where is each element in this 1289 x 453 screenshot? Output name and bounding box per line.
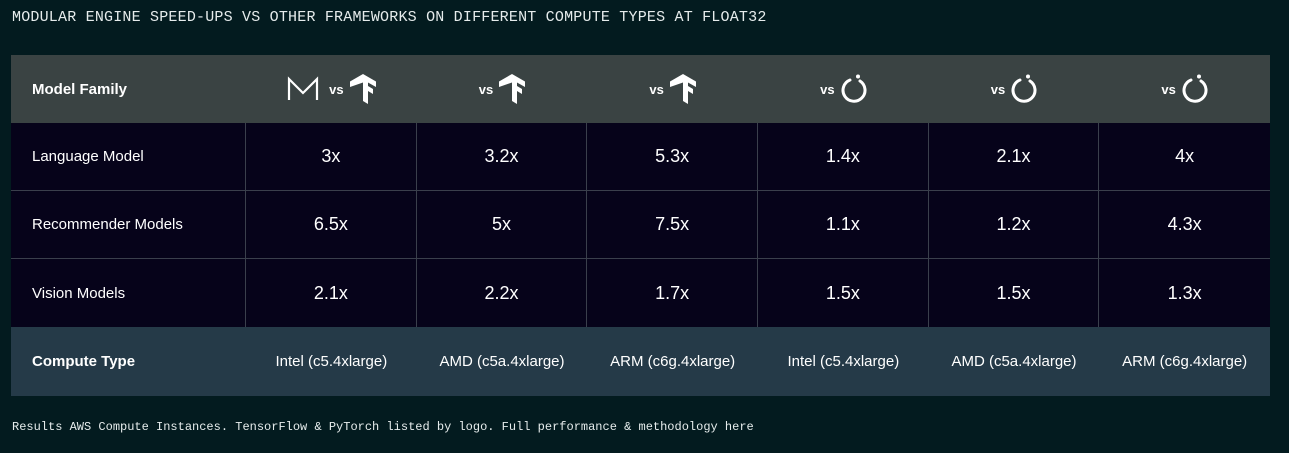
vs-label: vs [329, 81, 344, 97]
tensorflow-icon [349, 74, 376, 104]
footer-compute-type: Compute Type [11, 327, 246, 396]
compute-type-cell: ARM (c6g.4xlarge) [1099, 327, 1270, 396]
table-cell: 4x [1099, 123, 1270, 191]
table-cell: 2.2x [416, 259, 588, 327]
compute-type-cell: AMD (c5a.4xlarge) [416, 327, 588, 396]
header-model-family: Model Family [11, 55, 246, 123]
table-cell: 3.2x [416, 123, 588, 191]
header-col-5: vs [928, 55, 1100, 123]
header-col-1: vs [246, 55, 417, 123]
table-cell: 6.5x [246, 191, 417, 259]
table-cell: 1.1x [758, 191, 929, 259]
table-cell: 4.3x [1099, 191, 1270, 259]
pytorch-icon [1182, 74, 1208, 104]
compute-type-cell: Intel (c5.4xlarge) [246, 327, 417, 396]
footnote: Results AWS Compute Instances. TensorFlo… [12, 420, 754, 434]
pytorch-icon [1011, 74, 1037, 104]
header-col-3: vs [587, 55, 758, 123]
header-col-2: vs [416, 55, 588, 123]
table-cell: 1.4x [758, 123, 929, 191]
table-cell: 1.7x [587, 259, 758, 327]
header-col-4: vs [758, 55, 929, 123]
tensorflow-icon [499, 74, 526, 104]
table-cell: 2.1x [246, 259, 417, 327]
vs-label: vs [990, 81, 1006, 97]
page-title: MODULAR ENGINE SPEED-UPS VS OTHER FRAMEW… [12, 9, 767, 26]
table-cell: 5.3x [587, 123, 758, 191]
pytorch-icon [841, 74, 867, 104]
row-label: Recommender Models [11, 191, 246, 259]
speedup-table: Model Family vs vs vs vs vs vs [11, 55, 1270, 396]
header-col-6: vs [1099, 55, 1270, 123]
table-cell: 1.5x [928, 259, 1100, 327]
compute-type-cell: AMD (c5a.4xlarge) [928, 327, 1100, 396]
modular-logo-icon [287, 76, 319, 102]
vs-label: vs [478, 81, 494, 97]
table-cell: 5x [416, 191, 588, 259]
table-cell: 1.3x [1099, 259, 1270, 327]
vs-label: vs [1161, 81, 1176, 97]
compute-type-cell: Intel (c5.4xlarge) [758, 327, 929, 396]
table-cell: 2.1x [928, 123, 1100, 191]
vs-label: vs [820, 81, 835, 97]
table-cell: 1.5x [758, 259, 929, 327]
table-cell: 3x [246, 123, 417, 191]
row-label: Language Model [11, 123, 246, 191]
row-label: Vision Models [11, 259, 246, 327]
table-cell: 1.2x [928, 191, 1100, 259]
table-cell: 7.5x [587, 191, 758, 259]
vs-label: vs [649, 81, 664, 97]
tensorflow-icon [669, 74, 696, 104]
compute-type-cell: ARM (c6g.4xlarge) [587, 327, 758, 396]
